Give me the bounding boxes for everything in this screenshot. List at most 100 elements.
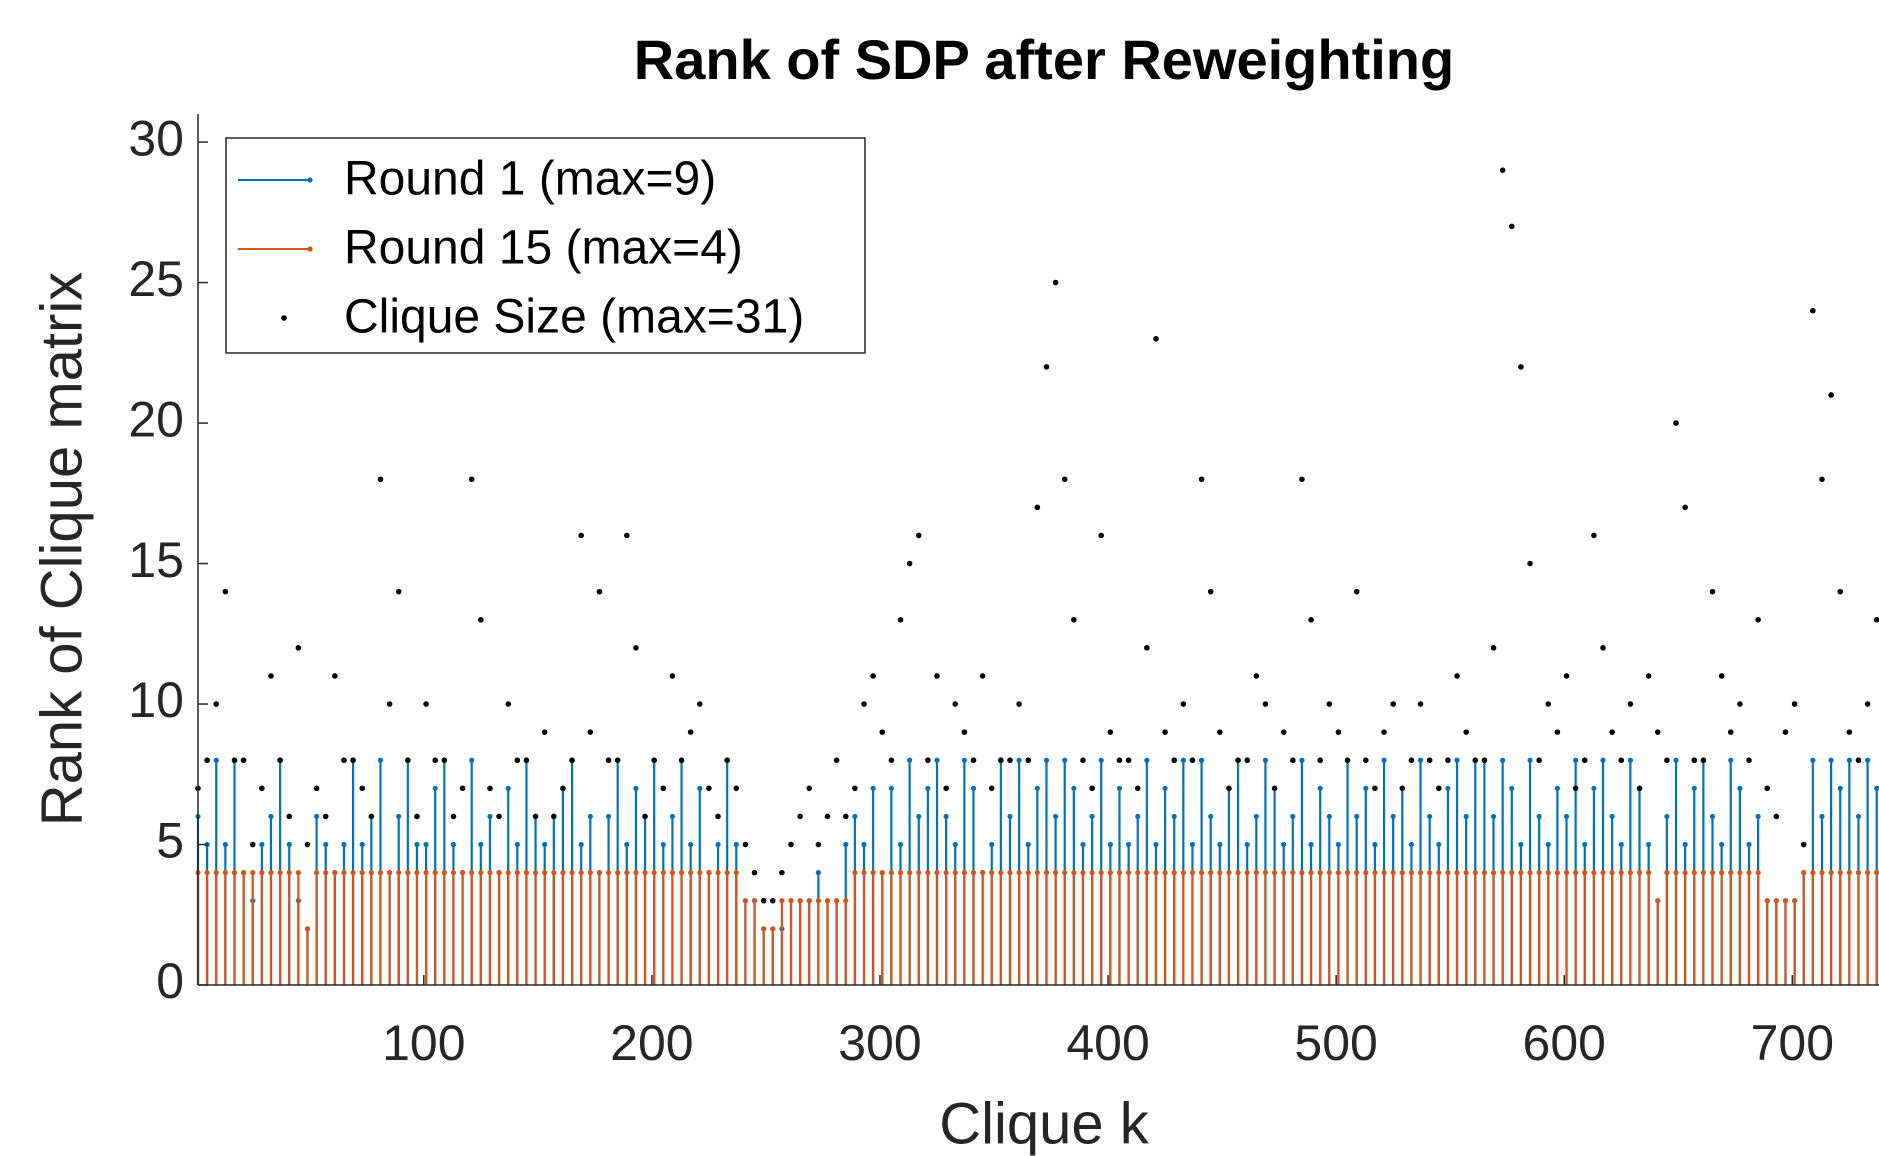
stem-marker — [1737, 785, 1743, 791]
stem — [1600, 870, 1606, 985]
stem-marker — [1317, 870, 1323, 876]
stem — [1682, 870, 1688, 985]
point — [1381, 729, 1387, 735]
point — [1098, 532, 1105, 539]
stem-marker — [1855, 813, 1862, 820]
stem-marker — [861, 870, 867, 876]
point — [788, 841, 794, 848]
point — [468, 476, 475, 483]
stem-marker — [897, 870, 904, 876]
stem-marker — [1445, 785, 1451, 791]
point — [943, 785, 949, 792]
stem-marker — [1874, 785, 1879, 791]
stem — [1691, 870, 1697, 985]
legend-label: Round 1 (max=9) — [344, 153, 716, 206]
stem-marker — [1299, 757, 1305, 763]
stem-marker — [259, 841, 265, 848]
stem-marker — [1454, 757, 1460, 763]
stem — [907, 870, 913, 985]
x-tick-label: 300 — [838, 1015, 921, 1071]
stem — [1837, 870, 1843, 985]
stem-marker — [1043, 870, 1050, 876]
stem-marker — [478, 870, 484, 876]
stem — [651, 870, 657, 985]
stem — [250, 870, 256, 985]
stem-marker — [834, 898, 840, 904]
stem-marker — [323, 841, 329, 848]
stem-marker — [241, 870, 247, 876]
stem — [952, 870, 958, 985]
point — [277, 757, 283, 764]
point — [769, 897, 776, 904]
stem-marker — [1874, 870, 1879, 876]
stem-marker — [532, 870, 539, 876]
stem-marker — [1417, 757, 1424, 763]
stem-marker — [1016, 757, 1022, 763]
stem — [359, 870, 365, 985]
stem — [596, 870, 603, 985]
stem-marker — [1500, 757, 1506, 763]
stem — [1582, 870, 1588, 985]
stem-marker — [1025, 870, 1031, 876]
point — [979, 673, 986, 679]
stem-marker — [1198, 870, 1205, 876]
point — [988, 785, 995, 792]
stem-marker — [487, 813, 493, 820]
stem-marker — [770, 926, 776, 932]
stem-marker — [824, 898, 831, 904]
point — [1673, 420, 1679, 426]
point — [1171, 757, 1178, 764]
stem-marker — [1846, 757, 1852, 763]
legend-box — [225, 137, 866, 354]
stem-marker — [1573, 870, 1579, 876]
stem-marker — [505, 785, 511, 791]
stem — [615, 870, 621, 985]
stem-marker — [697, 870, 703, 876]
stem-marker — [970, 870, 977, 876]
point — [359, 785, 366, 792]
stem — [815, 898, 821, 985]
point — [879, 729, 886, 735]
point — [1563, 673, 1570, 679]
stem — [1864, 870, 1871, 985]
stem-marker — [1335, 870, 1342, 876]
stem-marker — [1007, 813, 1013, 820]
stem — [1536, 870, 1542, 985]
stem-marker — [1271, 870, 1278, 876]
stem — [1472, 870, 1478, 985]
point — [432, 757, 439, 764]
stem-marker — [1144, 757, 1150, 763]
stem — [642, 870, 648, 985]
stem-marker — [1335, 841, 1342, 848]
stem-marker — [633, 870, 639, 876]
stem-marker — [952, 870, 958, 876]
stem — [669, 870, 676, 985]
stem — [304, 926, 311, 985]
point — [1363, 757, 1369, 764]
stem-marker — [1098, 870, 1104, 876]
stem-marker — [1299, 870, 1305, 876]
point — [760, 897, 767, 904]
stem-marker — [1217, 841, 1223, 848]
point — [1454, 673, 1460, 679]
point — [1846, 729, 1853, 735]
stem-marker — [605, 870, 612, 876]
stem-marker — [642, 870, 648, 876]
stem-marker — [870, 870, 876, 876]
stem-marker — [678, 870, 685, 876]
stem-marker — [1490, 870, 1497, 876]
point — [870, 673, 876, 679]
stem-marker — [1719, 841, 1725, 848]
stem-marker — [1144, 870, 1150, 876]
stem — [1846, 870, 1852, 985]
point — [1016, 701, 1022, 707]
stem-marker — [1664, 813, 1670, 820]
stem-marker — [1372, 841, 1378, 848]
legend-marker — [281, 315, 287, 321]
point — [1791, 701, 1798, 707]
stem-marker — [688, 870, 694, 876]
stem-marker — [396, 813, 402, 820]
point — [487, 785, 493, 792]
stem — [761, 926, 767, 985]
stem — [542, 870, 548, 985]
